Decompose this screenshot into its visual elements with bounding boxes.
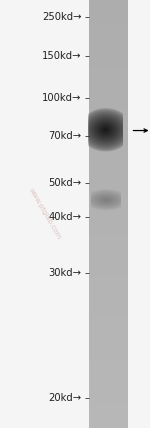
- Text: 50kd→: 50kd→: [49, 178, 82, 188]
- Text: 40kd→: 40kd→: [49, 212, 82, 223]
- Text: 100kd→: 100kd→: [42, 92, 82, 103]
- Text: 30kd→: 30kd→: [49, 268, 82, 278]
- Text: 70kd→: 70kd→: [49, 131, 82, 141]
- Text: 150kd→: 150kd→: [42, 51, 82, 61]
- Text: 250kd→: 250kd→: [42, 12, 82, 22]
- Text: www.ptglab.com: www.ptglab.com: [28, 187, 62, 241]
- Text: 20kd→: 20kd→: [49, 393, 82, 403]
